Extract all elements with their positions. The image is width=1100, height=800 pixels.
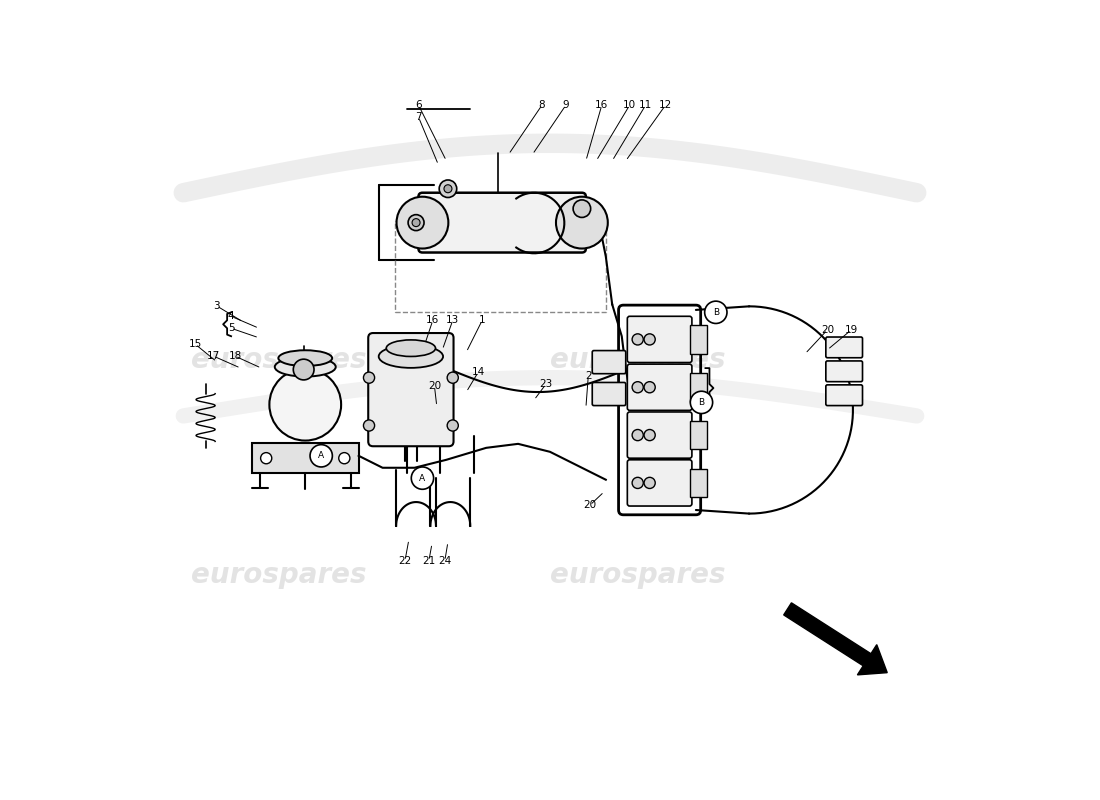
FancyBboxPatch shape: [826, 385, 862, 406]
Bar: [690, 325, 707, 354]
Circle shape: [444, 185, 452, 193]
Text: 2: 2: [585, 371, 592, 381]
Text: 13: 13: [447, 315, 460, 326]
Circle shape: [310, 445, 332, 467]
Text: B: B: [698, 398, 704, 407]
FancyBboxPatch shape: [826, 337, 862, 358]
Bar: [252, 443, 359, 474]
Ellipse shape: [556, 197, 608, 249]
Text: 20: 20: [583, 500, 596, 510]
Text: B: B: [713, 308, 719, 317]
FancyBboxPatch shape: [592, 382, 626, 406]
Text: 14: 14: [472, 367, 485, 377]
Text: 4: 4: [228, 311, 234, 322]
FancyBboxPatch shape: [627, 364, 692, 410]
Circle shape: [632, 382, 644, 393]
Circle shape: [645, 382, 656, 393]
Circle shape: [412, 218, 420, 226]
Circle shape: [632, 430, 644, 441]
Text: 12: 12: [659, 100, 672, 110]
FancyArrow shape: [783, 603, 888, 675]
Text: A: A: [419, 474, 426, 482]
Circle shape: [645, 334, 656, 345]
FancyBboxPatch shape: [368, 333, 453, 446]
Text: 10: 10: [624, 100, 636, 110]
Text: eurospares: eurospares: [550, 562, 726, 590]
Circle shape: [448, 420, 459, 431]
Text: 22: 22: [398, 556, 411, 566]
Text: 20: 20: [428, 381, 441, 390]
Text: 1: 1: [478, 315, 485, 326]
Bar: [690, 373, 707, 402]
Bar: [690, 469, 707, 498]
Text: 16: 16: [595, 100, 608, 110]
Bar: [395, 221, 606, 312]
Circle shape: [448, 372, 459, 383]
Text: 24: 24: [438, 556, 451, 566]
Circle shape: [645, 430, 656, 441]
Text: 9: 9: [562, 100, 570, 110]
Ellipse shape: [278, 350, 332, 366]
Text: eurospares: eurospares: [191, 346, 366, 374]
Text: 15: 15: [188, 339, 202, 349]
Ellipse shape: [275, 358, 336, 377]
Ellipse shape: [386, 340, 436, 357]
Text: eurospares: eurospares: [191, 562, 366, 590]
Ellipse shape: [270, 369, 341, 441]
Circle shape: [645, 478, 656, 489]
Text: 20: 20: [821, 325, 834, 335]
Text: 16: 16: [426, 315, 439, 326]
FancyBboxPatch shape: [627, 460, 692, 506]
Circle shape: [411, 467, 433, 490]
FancyBboxPatch shape: [592, 350, 626, 374]
Text: eurospares: eurospares: [550, 346, 726, 374]
FancyBboxPatch shape: [627, 316, 692, 362]
Text: 7: 7: [415, 112, 421, 122]
Circle shape: [705, 301, 727, 323]
Text: 18: 18: [229, 351, 242, 361]
Circle shape: [439, 180, 456, 198]
Circle shape: [294, 359, 313, 380]
Circle shape: [261, 453, 272, 464]
Circle shape: [408, 214, 424, 230]
Text: 17: 17: [207, 351, 220, 361]
Text: 6: 6: [415, 100, 421, 110]
Text: 5: 5: [228, 323, 234, 334]
Text: 21: 21: [422, 556, 436, 566]
FancyBboxPatch shape: [627, 412, 692, 458]
Text: 11: 11: [639, 100, 652, 110]
Ellipse shape: [396, 197, 449, 249]
Circle shape: [573, 200, 591, 218]
Text: 3: 3: [213, 301, 220, 311]
Circle shape: [363, 420, 375, 431]
Text: 8: 8: [539, 100, 546, 110]
Circle shape: [339, 453, 350, 464]
Circle shape: [632, 478, 644, 489]
FancyBboxPatch shape: [418, 193, 586, 253]
Circle shape: [363, 372, 375, 383]
FancyBboxPatch shape: [826, 361, 862, 382]
Text: 19: 19: [845, 325, 858, 335]
Bar: [690, 421, 707, 450]
Text: 23: 23: [539, 379, 552, 389]
Ellipse shape: [378, 345, 443, 368]
Circle shape: [691, 391, 713, 414]
Text: A: A: [318, 451, 324, 460]
Circle shape: [632, 334, 644, 345]
